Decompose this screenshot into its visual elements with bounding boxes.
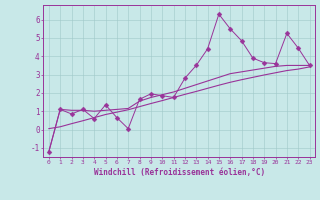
X-axis label: Windchill (Refroidissement éolien,°C): Windchill (Refroidissement éolien,°C) (94, 168, 265, 177)
